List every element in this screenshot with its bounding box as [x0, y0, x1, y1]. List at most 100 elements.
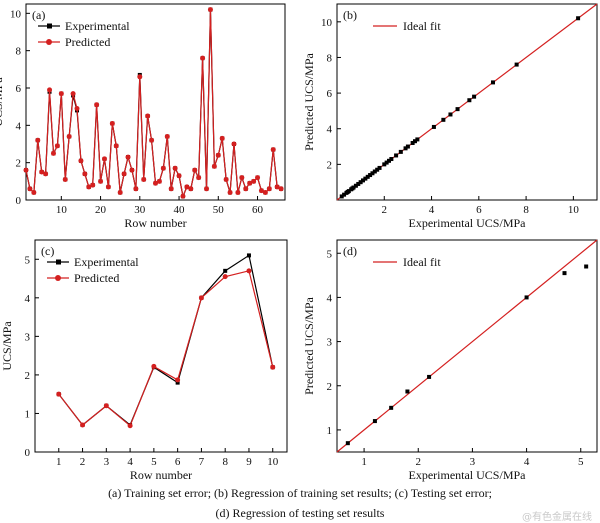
- caption-line-2: (d) Regression of testing set results: [215, 506, 385, 520]
- data-point: [200, 55, 206, 61]
- data-point: [405, 144, 410, 149]
- data-point: [389, 157, 394, 162]
- data-point: [472, 94, 477, 99]
- x-tick-label: 7: [199, 456, 205, 468]
- data-point: [86, 184, 92, 190]
- data-point: [223, 176, 229, 182]
- y-axis-label: Predicted UCS/MPa: [302, 296, 316, 394]
- data-point: [255, 175, 261, 181]
- y-tick-label: 6: [327, 88, 333, 100]
- data-point: [149, 137, 155, 143]
- y-tick-label: 5: [25, 254, 31, 266]
- data-point: [145, 113, 151, 119]
- y-tick-label: 4: [327, 124, 333, 136]
- data-point: [204, 186, 210, 192]
- data-point: [427, 374, 432, 379]
- data-point: [227, 190, 233, 196]
- data-point: [101, 156, 107, 162]
- data-point: [192, 167, 198, 173]
- data-point: [467, 98, 472, 103]
- data-point: [235, 190, 241, 196]
- data-point: [43, 171, 49, 177]
- x-tick-label: 10: [267, 456, 279, 468]
- legend-label: Experimental: [65, 19, 130, 33]
- plot-frame-c: [34, 239, 288, 453]
- panel-label: (a): [32, 8, 45, 22]
- data-point: [180, 193, 186, 199]
- data-point: [70, 91, 76, 97]
- y-tick-label: 1: [327, 425, 333, 437]
- data-point: [127, 423, 133, 429]
- x-tick-label: 30: [134, 204, 146, 216]
- data-point: [222, 274, 228, 280]
- data-point: [56, 391, 62, 397]
- data-point: [188, 186, 194, 192]
- data-point: [215, 152, 221, 158]
- data-point: [156, 178, 162, 184]
- x-tick-label: 60: [252, 204, 264, 216]
- data-point: [198, 295, 204, 301]
- legend-marker: [46, 39, 52, 45]
- legend-label: Experimental: [74, 255, 139, 269]
- x-tick-label: 4: [429, 204, 435, 216]
- data-point: [389, 405, 394, 410]
- x-tick-label: 2: [382, 204, 388, 216]
- data-point: [153, 180, 158, 186]
- data-point: [274, 184, 280, 190]
- y-tick-label: 2: [327, 381, 333, 393]
- data-point: [361, 178, 365, 183]
- x-tick-label: 9: [246, 456, 252, 468]
- data-point: [90, 182, 96, 188]
- plot-frame-b: [336, 3, 598, 201]
- data-point: [243, 186, 249, 192]
- y-tick-label: 4: [25, 293, 31, 305]
- data-point: [82, 171, 88, 177]
- y-tick-label: 0: [16, 195, 22, 207]
- data-point: [358, 180, 363, 185]
- data-point: [175, 377, 181, 383]
- data-point: [251, 178, 257, 184]
- data-point: [247, 180, 253, 186]
- data-point: [50, 150, 56, 156]
- data-point: [455, 107, 460, 112]
- series-line-1: [25, 9, 282, 199]
- data-point: [246, 253, 251, 258]
- data-point: [262, 190, 268, 196]
- data-point: [353, 183, 358, 188]
- data-point: [413, 139, 417, 144]
- data-point: [176, 173, 182, 179]
- x-tick-label: 6: [175, 456, 181, 468]
- y-tick-label: 3: [25, 331, 31, 343]
- data-point: [23, 167, 29, 173]
- data-point: [398, 149, 403, 154]
- ideal-fit-line: [336, 239, 598, 453]
- x-tick-label: 8: [222, 456, 228, 468]
- legend-label: Ideal fit: [403, 255, 441, 269]
- data-point: [129, 167, 135, 173]
- data-point: [223, 268, 228, 273]
- data-point: [339, 194, 344, 199]
- legend-marker: [47, 23, 52, 29]
- y-axis-label: UCS/MPa: [0, 321, 14, 371]
- x-tick-label: 2: [80, 456, 86, 468]
- data-point: [184, 184, 190, 190]
- plot-frame-a: [25, 3, 286, 201]
- legend-label: Predicted: [74, 271, 119, 285]
- x-tick-label: 3: [104, 456, 110, 468]
- data-point: [168, 186, 174, 192]
- y-axis-label: Predicted UCS/MPa: [302, 52, 316, 150]
- x-tick-label: 4: [524, 456, 530, 468]
- data-point: [172, 165, 178, 171]
- x-tick-label: 50: [213, 204, 225, 216]
- data-point: [103, 403, 109, 409]
- y-tick-label: 3: [327, 337, 333, 349]
- watermark: @有色金属在线: [522, 512, 592, 523]
- data-point: [66, 134, 72, 140]
- data-point: [384, 160, 389, 165]
- data-point: [368, 173, 373, 178]
- y-tick-label: 6: [16, 83, 22, 95]
- data-point: [278, 186, 284, 192]
- y-tick-label: 8: [16, 46, 22, 58]
- data-point: [58, 91, 64, 97]
